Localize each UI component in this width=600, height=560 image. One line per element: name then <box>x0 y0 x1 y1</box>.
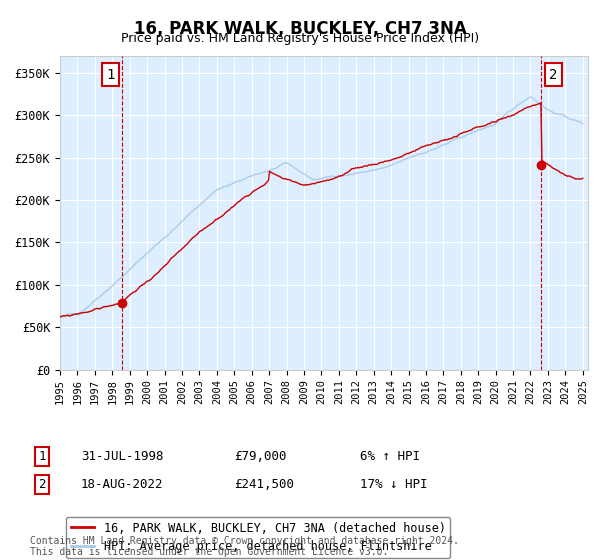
Text: 2: 2 <box>550 68 558 82</box>
Text: Contains HM Land Registry data © Crown copyright and database right 2024.
This d: Contains HM Land Registry data © Crown c… <box>30 535 459 557</box>
Text: 18-AUG-2022: 18-AUG-2022 <box>81 478 163 491</box>
Text: 16, PARK WALK, BUCKLEY, CH7 3NA: 16, PARK WALK, BUCKLEY, CH7 3NA <box>134 20 466 38</box>
Text: 17% ↓ HPI: 17% ↓ HPI <box>360 478 427 491</box>
Legend: 16, PARK WALK, BUCKLEY, CH7 3NA (detached house), HPI: Average price, detached h: 16, PARK WALK, BUCKLEY, CH7 3NA (detache… <box>66 517 451 558</box>
Text: 1: 1 <box>38 450 46 463</box>
Text: 1: 1 <box>106 68 115 82</box>
Text: 31-JUL-1998: 31-JUL-1998 <box>81 450 163 463</box>
Text: 2: 2 <box>38 478 46 491</box>
Text: Price paid vs. HM Land Registry's House Price Index (HPI): Price paid vs. HM Land Registry's House … <box>121 32 479 45</box>
Text: £79,000: £79,000 <box>234 450 287 463</box>
Text: 6% ↑ HPI: 6% ↑ HPI <box>360 450 420 463</box>
Text: £241,500: £241,500 <box>234 478 294 491</box>
